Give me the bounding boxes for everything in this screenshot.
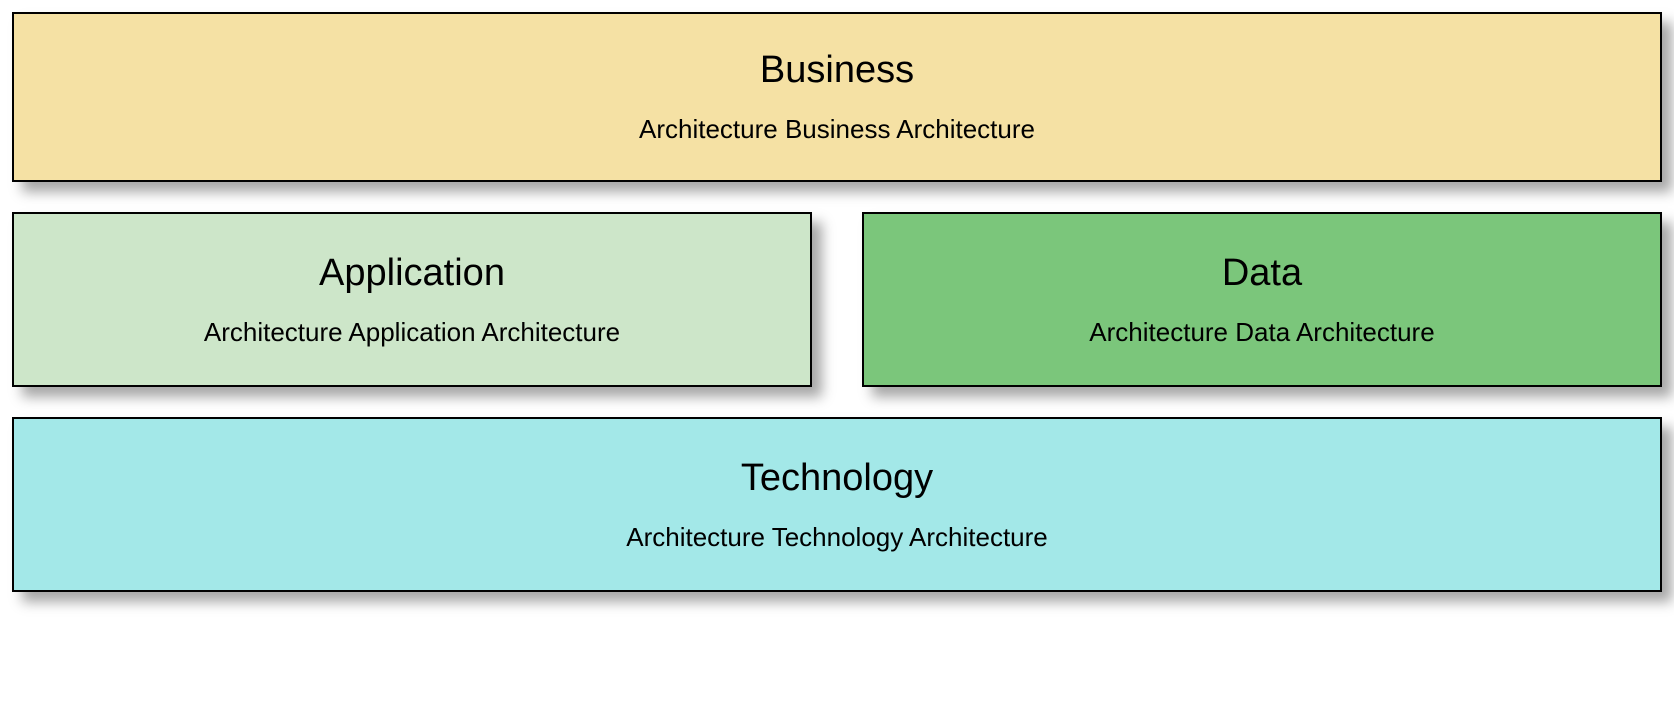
row-business: Business Architecture Business Architect… [12,12,1662,182]
architecture-diagram: Business Architecture Business Architect… [12,12,1662,592]
data-box: Data Architecture Data Architecture [862,212,1662,387]
technology-box: Technology Architecture Technology Archi… [12,417,1662,592]
row-technology: Technology Architecture Technology Archi… [12,417,1662,592]
application-box: Application Architecture Application Arc… [12,212,812,387]
business-subtitle: Architecture Business Architecture [639,114,1035,145]
application-title: Application [319,252,505,295]
technology-title: Technology [741,457,933,500]
technology-subtitle: Architecture Technology Architecture [626,522,1048,553]
business-box: Business Architecture Business Architect… [12,12,1662,182]
application-subtitle: Architecture Application Architecture [204,317,620,348]
row-middle: Application Architecture Application Arc… [12,212,1662,387]
data-title: Data [1222,252,1302,295]
business-title: Business [760,49,914,92]
data-subtitle: Architecture Data Architecture [1089,317,1434,348]
